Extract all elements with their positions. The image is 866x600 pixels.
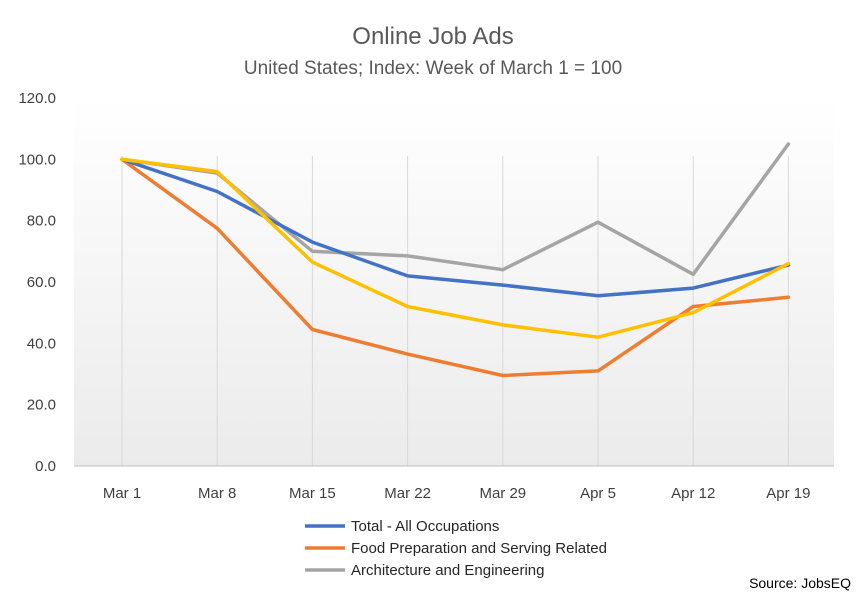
y-tick-label: 20.0: [27, 397, 56, 414]
series-line-unlabeled: [120, 157, 791, 339]
chart-title: Online Job Ads: [352, 23, 513, 50]
legend-label: Food Preparation and Serving Related: [351, 540, 607, 557]
y-tick-label: 100.0: [18, 151, 56, 168]
x-tick-label: Mar 15: [289, 485, 336, 502]
y-tick-label: 40.0: [27, 335, 56, 352]
y-tick-label: 80.0: [27, 213, 56, 230]
x-tick-label: Mar 8: [198, 485, 236, 502]
legend-label: Total - All Occupations: [351, 518, 499, 535]
y-tick-label: 0.0: [35, 458, 56, 475]
y-tick-label: 120.0: [18, 90, 56, 107]
x-tick-label: Mar 29: [479, 485, 526, 502]
x-tick-label: Apr 5: [580, 485, 616, 502]
legend-label: Architecture and Engineering: [351, 562, 544, 579]
x-tick-label: Apr 19: [766, 485, 810, 502]
source-note: Source: JobsEQ: [749, 575, 851, 591]
y-tick-label: 60.0: [27, 274, 56, 291]
x-tick-label: Mar 22: [384, 485, 431, 502]
chart-subtitle: United States; Index: Week of March 1 = …: [244, 58, 622, 79]
series-line-total-all-occupations: [120, 157, 791, 298]
x-tick-label: Apr 12: [671, 485, 715, 502]
x-tick-label: Mar 1: [103, 485, 141, 502]
